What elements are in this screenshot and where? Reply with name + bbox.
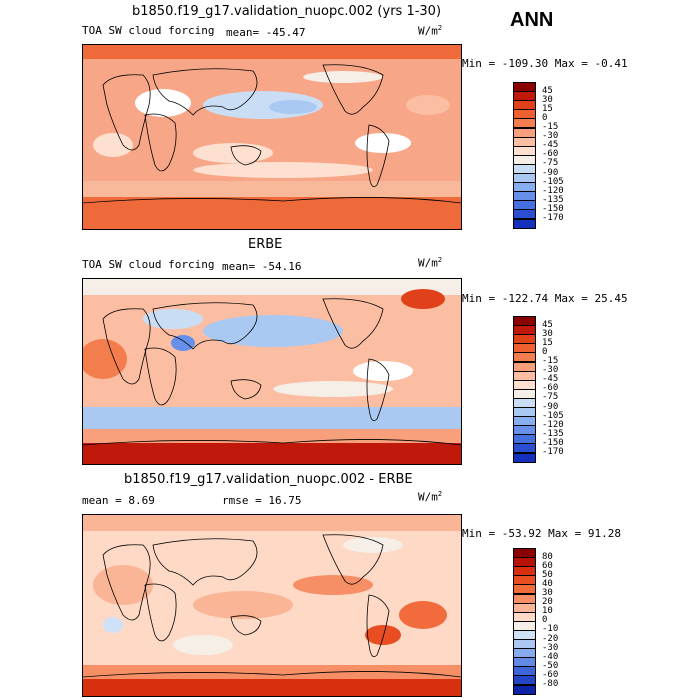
colorbar-tick-label: -30 (542, 365, 559, 376)
colorbar-tick-label: -50 (542, 660, 559, 671)
panel3-map (82, 514, 462, 697)
panel1-title: b1850.f19_g17.validation_nuopc.002 (yrs … (132, 4, 442, 19)
colorbar-tick-label: 60 (542, 560, 553, 571)
colorbar-tick-label: -40 (542, 651, 559, 662)
panel3-units: W/m2 (418, 490, 443, 504)
panel3-title: b1850.f19_g17.validation_nuopc.002 - ERB… (124, 472, 413, 487)
colorbar-tick-label: -105 (542, 176, 564, 187)
colorbar-tick-label: -15 (542, 356, 559, 366)
colorbar-tick-label: -170 (542, 447, 564, 457)
colorbar-tick-label: 15 (542, 103, 553, 114)
panel2-units: W/m2 (418, 256, 443, 270)
colorbar-tick-label: -150 (542, 203, 564, 214)
colorbar-tick-label: 45 (542, 319, 553, 330)
colorbar-tick-label: -60 (542, 669, 559, 680)
colorbar-tick-label: -120 (542, 185, 564, 196)
colorbar-tick-label: 30 (542, 94, 553, 105)
colorbar-tick-label: -10 (542, 624, 559, 635)
colorbar-tick-label: -170 (542, 213, 564, 223)
panel1-minmax: Min = -109.30 Max = -0.41 (462, 57, 628, 70)
colorbar-tick-label: -90 (542, 167, 559, 178)
colorbar-tick-label: -105 (542, 410, 564, 421)
colorbar-swatch (513, 452, 536, 463)
colorbar-tick-label: 0 (542, 615, 548, 626)
colorbar-tick-label: 20 (542, 597, 553, 608)
panel3-minmax: Min = -53.92 Max = 91.28 (462, 527, 621, 540)
colorbar-tick-label: 80 (542, 551, 553, 562)
colorbar-swatch (513, 218, 536, 229)
colorbar-tick-label: -30 (542, 642, 559, 653)
panel2-map (82, 278, 462, 465)
panel2-minmax: Min = -122.74 Max = 25.45 (462, 292, 628, 305)
colorbar-tick-label: -60 (542, 383, 559, 394)
colorbar-tick-label: -15 (542, 122, 559, 132)
colorbar-tick-label: 50 (542, 569, 553, 580)
colorbar-tick-label: -135 (542, 194, 564, 205)
colorbar-tick-label: 10 (542, 606, 553, 617)
colorbar-tick-label: 0 (542, 112, 548, 123)
colorbar-tick-label: -20 (542, 633, 559, 644)
panel1-map (82, 44, 462, 230)
panel2-variable-label: TOA SW cloud forcing (82, 258, 215, 271)
colorbar-tick-label: 45 (542, 85, 553, 96)
panel2-title: ERBE (248, 237, 283, 252)
colorbar-tick-label: 40 (542, 578, 553, 589)
season-label: ANN (510, 9, 554, 31)
panel2-mean: mean= -54.16 (222, 260, 302, 273)
colorbar-tick-label: 15 (542, 337, 553, 348)
colorbar-tick-label: -60 (542, 149, 559, 160)
colorbar-tick-label: -75 (542, 392, 559, 403)
colorbar-tick-label: -75 (542, 158, 559, 169)
colorbar-tick-label: -150 (542, 437, 564, 448)
panel1-variable-label: TOA SW cloud forcing (82, 24, 215, 37)
colorbar-tick-label: -120 (542, 419, 564, 430)
colorbar-tick-label: -80 (542, 679, 559, 689)
colorbar-swatch (513, 684, 536, 695)
colorbar-tick-label: 30 (542, 328, 553, 339)
colorbar-tick-label: -45 (542, 140, 559, 151)
panel3-rmse: rmse = 16.75 (222, 494, 302, 507)
colorbar-tick-label: 30 (542, 588, 553, 598)
colorbar-tick-label: -90 (542, 401, 559, 412)
panel1-mean: mean= -45.47 (226, 26, 306, 39)
colorbar-tick-label: -135 (542, 428, 564, 439)
panel3-mean: mean = 8.69 (82, 494, 155, 507)
colorbar-tick-label: -30 (542, 131, 559, 142)
colorbar-tick-label: -45 (542, 374, 559, 385)
colorbar-tick-label: 0 (542, 346, 548, 357)
panel1-units: W/m2 (418, 24, 443, 38)
